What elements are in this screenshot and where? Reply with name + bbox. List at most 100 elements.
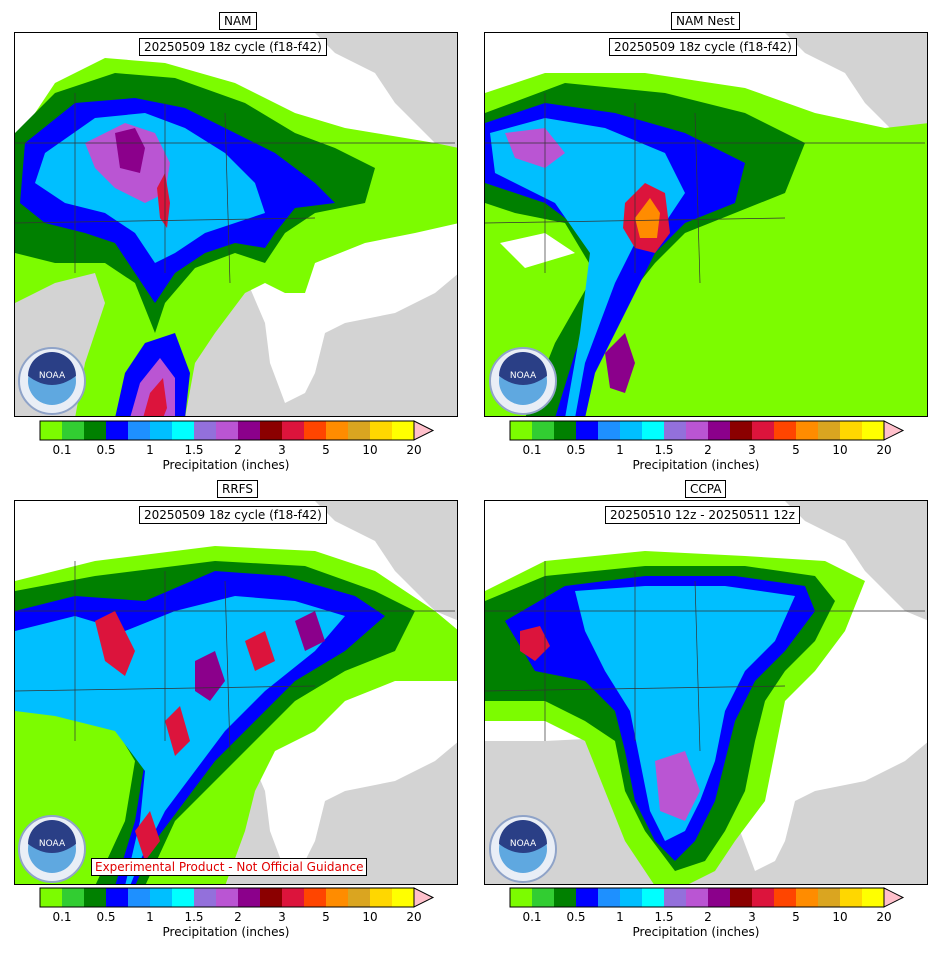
colorbar-tick-label: 5 [792, 910, 800, 924]
colorbar-tick-label: 20 [876, 443, 892, 457]
colorbar-segment [40, 421, 62, 440]
precip-red-center [157, 173, 170, 228]
colorbar-segment [708, 888, 730, 907]
colorbar-tick-label: 0.5 [566, 443, 586, 457]
borders [15, 561, 455, 752]
colorbar-tick-label: 1 [616, 443, 624, 457]
colorbar-border [39, 420, 415, 441]
svg-text:NOAA: NOAA [510, 371, 537, 381]
colorbar-segment [796, 421, 818, 440]
colorbar-tick-label: 10 [362, 910, 378, 924]
noaa-logo-svg: NOAA [18, 815, 86, 883]
colorbar-tick-label: 10 [832, 910, 848, 924]
colorbar-segment [392, 421, 414, 440]
colorbar-segment [554, 888, 576, 907]
colorbar-segment [194, 421, 216, 440]
colorbar-segment [862, 888, 884, 907]
colorbar-segment [642, 888, 664, 907]
colorbar-segment [172, 888, 194, 907]
panel-title: NAM Nest [671, 12, 740, 30]
precip-map [484, 500, 928, 885]
colorbar-tick-label: 1.5 [654, 443, 674, 457]
colorbar-segment [818, 888, 840, 907]
colorbar-tick-label: 10 [832, 443, 848, 457]
colorbar-extend-arrow [413, 420, 435, 441]
panel-subtitle: 20250510 12z - 20250511 12z [605, 506, 800, 524]
colorbar-segment [304, 888, 326, 907]
colorbar-segment [840, 421, 862, 440]
colorbar-extend-arrow [883, 420, 905, 441]
colorbar-segment [554, 421, 576, 440]
colorbar-segment [708, 421, 730, 440]
colorbar-segment [532, 888, 554, 907]
colorbar-tick-label: 3 [278, 910, 286, 924]
colorbar-segment [282, 888, 304, 907]
colorbar-border [39, 887, 415, 908]
map-svg [15, 501, 457, 884]
colorbar-segment [774, 888, 796, 907]
colorbar-tick-label: 1.5 [654, 910, 674, 924]
colorbar-segment [106, 421, 128, 440]
colorbar-segment [216, 888, 238, 907]
panel-title: RRFS [217, 480, 258, 498]
colorbar-svg [509, 420, 905, 441]
colorbar-tick-label: 5 [792, 443, 800, 457]
colorbar-border [509, 420, 885, 441]
colorbar-segment [510, 421, 532, 440]
colorbar-tick-label: 20 [406, 910, 422, 924]
colorbar-segment [510, 888, 532, 907]
precip-purple-nw [505, 128, 565, 168]
noaa-logo-svg: NOAA [489, 815, 557, 883]
colorbar-tick-label: 5 [322, 443, 330, 457]
colorbar-svg [39, 887, 435, 908]
colorbar-extend-arrow [883, 887, 905, 908]
colorbar-extend-arrow [413, 887, 435, 908]
colorbar-segment [62, 421, 84, 440]
colorbar-label: Precipitation (inches) [162, 458, 290, 472]
colorbar-tick-label: 0.1 [52, 443, 72, 457]
colorbar-segment [128, 421, 150, 440]
colorbar-segment [686, 421, 708, 440]
colorbar-segment [840, 888, 862, 907]
colorbar-tick-label: 5 [322, 910, 330, 924]
colorbar-segment [238, 888, 260, 907]
borders [485, 561, 925, 752]
precip-red-streaks [95, 611, 275, 861]
colorbar-tick-label: 0.5 [566, 910, 586, 924]
map-svg [485, 33, 927, 416]
experimental-warning: Experimental Product - Not Official Guid… [91, 858, 368, 876]
colorbar-tick-label: 0.5 [96, 443, 116, 457]
colorbar-label: Precipitation (inches) [632, 458, 760, 472]
colorbar-tick-label: 2 [704, 910, 712, 924]
colorbar-segment [62, 888, 84, 907]
colorbar-border [509, 887, 885, 908]
precip-red-south [143, 378, 167, 416]
colorbar-segment [752, 421, 774, 440]
colorbar-segment [862, 421, 884, 440]
colorbar-segment [172, 421, 194, 440]
noaa-logo: NOAA [17, 814, 87, 888]
colorbar-svg [509, 887, 905, 908]
colorbar-segment [598, 888, 620, 907]
colorbar-tick-label: 3 [748, 910, 756, 924]
land-gap [500, 233, 575, 268]
colorbar-tick-label: 0.1 [522, 443, 542, 457]
svg-text:NOAA: NOAA [510, 839, 537, 849]
colorbar-tick-label: 3 [748, 443, 756, 457]
colorbar-segment [620, 888, 642, 907]
panel-title: CCPA [685, 480, 727, 498]
colorbar-segment [194, 888, 216, 907]
colorbar-segment [150, 888, 172, 907]
colorbar-tick-label: 1 [146, 910, 154, 924]
colorbar-tick-label: 20 [406, 443, 422, 457]
colorbar-segment [370, 421, 392, 440]
colorbar-segment [84, 421, 106, 440]
colorbar-tick-label: 3 [278, 443, 286, 457]
colorbar-tick-label: 10 [362, 443, 378, 457]
colorbar-segment [282, 421, 304, 440]
colorbar-segment [216, 421, 238, 440]
colorbar-segment [392, 888, 414, 907]
noaa-logo: NOAA [17, 346, 87, 420]
colorbar-tick-label: 1.5 [184, 443, 204, 457]
precip-map [484, 32, 928, 417]
